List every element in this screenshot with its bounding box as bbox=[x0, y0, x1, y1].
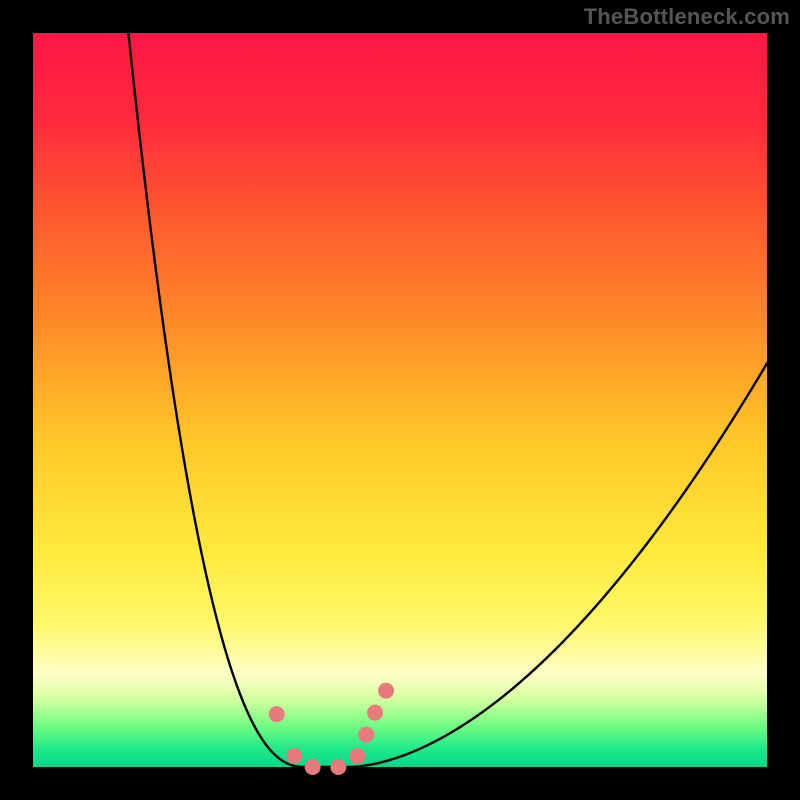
watermark-text: TheBottleneck.com bbox=[584, 4, 790, 30]
chart-svg bbox=[0, 0, 800, 800]
chart-frame: TheBottleneck.com bbox=[0, 0, 800, 800]
